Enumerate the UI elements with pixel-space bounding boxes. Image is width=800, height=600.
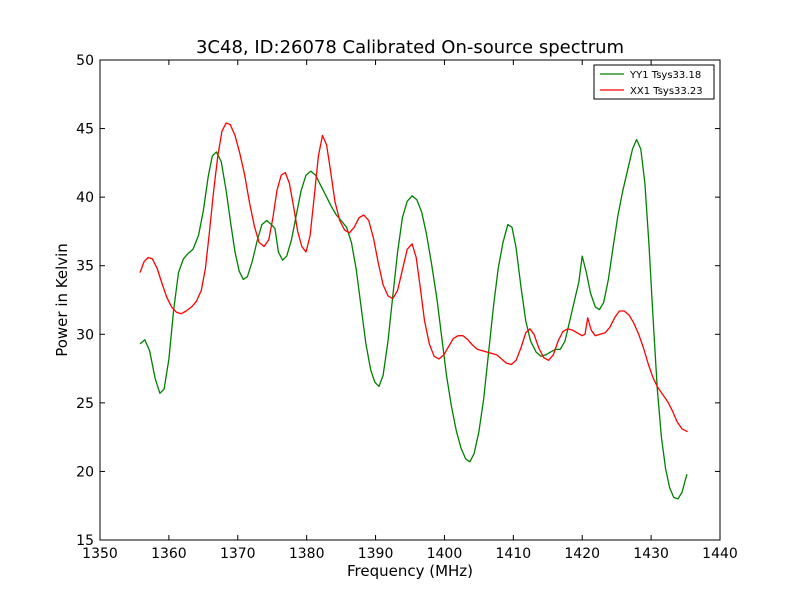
- x-axis-label: Frequency (MHz): [347, 562, 473, 580]
- x-tick-label: 1430: [633, 546, 669, 562]
- legend-box: [593, 64, 715, 100]
- y-axis: 15 20 25 30 35 40 45 50: [76, 53, 720, 549]
- series-line-yy1: [139, 138, 688, 500]
- y-tick-label: 25: [76, 396, 94, 412]
- y-tick-label: 40: [76, 190, 94, 206]
- y-tick-label: 30: [76, 327, 94, 343]
- legend-entry: XX1 Tsys33.23: [630, 86, 703, 97]
- x-tick-label: 1400: [427, 546, 463, 562]
- legend-entry: YY1 Tsys33.18: [629, 70, 701, 81]
- y-axis-label: Power in Kelvin: [53, 243, 71, 357]
- plot-background: [100, 60, 720, 540]
- legend: YY1 Tsys33.18 XX1 Tsys33.23: [593, 64, 715, 100]
- x-tick-label: 1440: [702, 546, 738, 562]
- x-tick-label: 1390: [358, 546, 394, 562]
- x-tick-label: 1360: [151, 546, 187, 562]
- x-tick-label: 1350: [82, 546, 118, 562]
- x-axis: 1350 1360 1370 1380 1390 1400 1410 1420 1430 1440: [82, 60, 738, 562]
- series-line-xx1: [139, 122, 688, 433]
- y-tick-label: 50: [76, 53, 94, 69]
- x-tick-label: 1380: [289, 546, 325, 562]
- chart-title: 3C48, ID:26078 Calibrated On-source spec…: [196, 37, 624, 58]
- x-tick-label: 1410: [496, 546, 532, 562]
- x-tick-label: 1370: [220, 546, 256, 562]
- y-tick-label: 20: [76, 464, 94, 480]
- x-tick-label: 1420: [564, 546, 600, 562]
- plot-frame: [99, 59, 721, 541]
- y-tick-label: 15: [76, 533, 94, 549]
- plot-area: [99, 59, 721, 541]
- series-layer: [139, 122, 688, 500]
- y-tick-label: 45: [76, 122, 94, 138]
- y-tick-label: 35: [76, 259, 94, 275]
